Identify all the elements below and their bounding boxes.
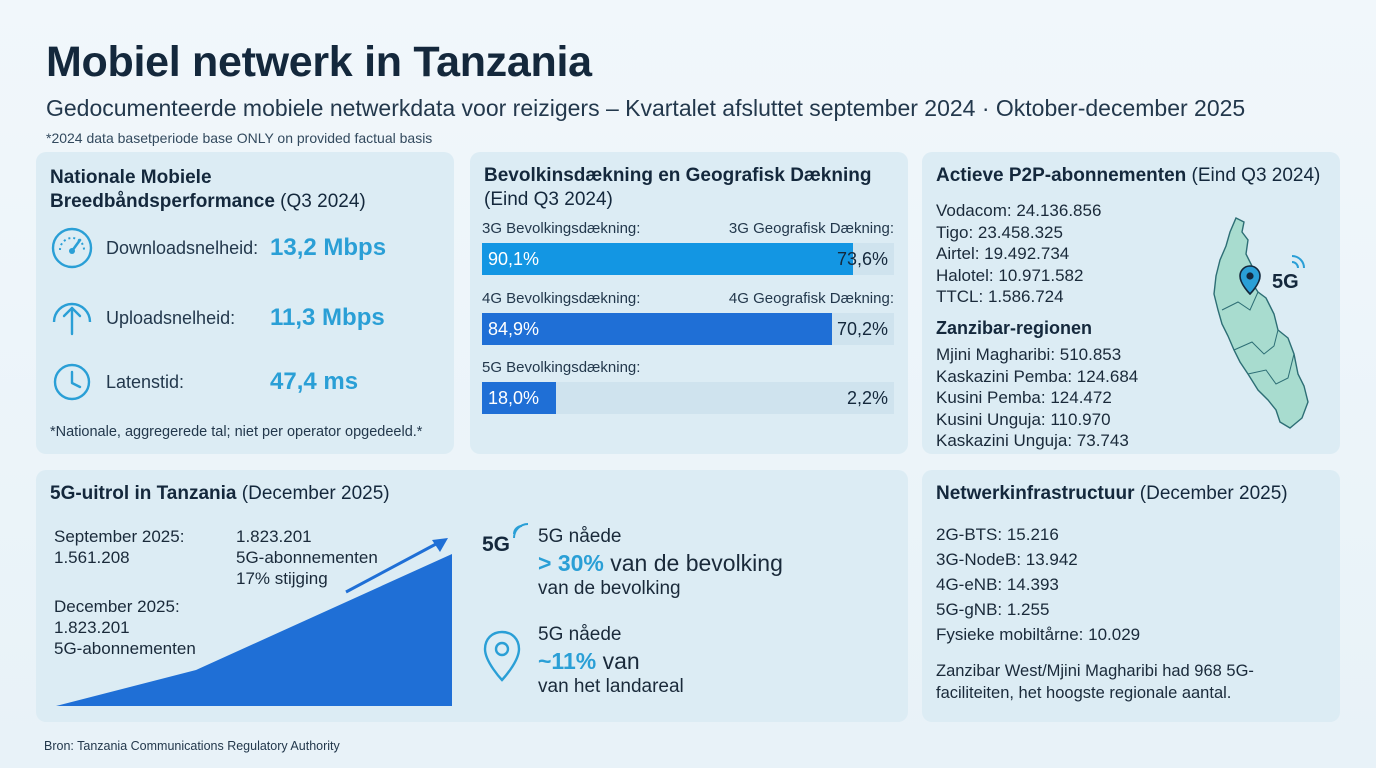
- dec-label: December 2025: 1.823.201 5G-abonnementen: [54, 597, 196, 658]
- rollout-card: 5G-uitrol in Tanzania (December 2025) Se…: [36, 470, 908, 722]
- coverage-5g-fill: 18,0%: [482, 382, 557, 414]
- badge-5g: 5G: [482, 533, 511, 556]
- map-pin-icon: [1239, 265, 1261, 296]
- list-item: Kusini Unguja: 110.970: [936, 409, 1111, 429]
- coverage-3g-fill: 90,1%: [482, 243, 854, 275]
- coverage-5g-bar: 18,0% 2,2%: [482, 382, 894, 414]
- pop-stat: 5G nåede > 30% van de bevolking van de b…: [538, 526, 783, 599]
- page-title: Mobiel netwerk in Tanzania: [46, 38, 592, 86]
- map-island-shape: [1213, 217, 1309, 429]
- coverage-4g-fill: 84,9%: [482, 313, 832, 345]
- map-5g-label: 5G: [1272, 271, 1299, 293]
- latency-row: Latenstid: 47,4 ms: [50, 360, 358, 404]
- coverage-5g-labels: 5G Bevolkingsdækning:: [482, 359, 641, 376]
- infrastructure-list: 2G-BTS: 15.216 3G-NodeB: 13.942 4G-eNB: …: [936, 522, 1140, 647]
- clock-icon: [53, 363, 91, 401]
- coverage-5g-geo: 2,2%: [846, 388, 888, 408]
- source-note: Bron: Tanzania Communications Regulatory…: [44, 739, 340, 753]
- list-item: Mjini Magharibi: 510.853: [936, 345, 1122, 364]
- map-region-line: [1247, 353, 1295, 385]
- latency-label: Latenstid:: [106, 371, 185, 392]
- trend-arrow-head: [432, 538, 448, 552]
- peak-label: 1.823.201 5G-abonnementen 17% stijging: [236, 527, 378, 588]
- list-item: Tigo: 23.458.325: [936, 222, 1063, 242]
- list-item: 5G-gNB: 1.255: [936, 600, 1050, 619]
- wifi-signal-icon: [1291, 255, 1305, 269]
- performance-card: Nationale Mobiele Breedbåndsperformance …: [36, 152, 454, 454]
- list-item: TTCL: 1.586.724: [936, 287, 1064, 306]
- header: Mobiel netwerk in Tanzania Gedocumenteer…: [46, 38, 1346, 146]
- infrastructure-card: Netwerkinfrastructuur (December 2025) 2G…: [922, 470, 1340, 722]
- upload-value: 11,3 Mbps: [270, 304, 385, 331]
- list-item: 4G-eNB: 14.393: [936, 575, 1059, 594]
- rollout-area-chart: [56, 538, 452, 706]
- list-item: Vodacom: 24.136.856: [936, 201, 1102, 220]
- location-pin-icon: [483, 630, 521, 682]
- upload-label: Uploadsnelheid:: [106, 307, 236, 328]
- list-item: 2G-BTS: 15.216: [936, 525, 1059, 544]
- zanzibar-map: 5G: [1213, 217, 1309, 429]
- list-item: Kusini Pemba: 124.472: [936, 388, 1112, 407]
- coverage-4g-geo: 70,2%: [836, 319, 888, 339]
- performance-title: Nationale Mobiele Breedbåndsperformance …: [50, 167, 366, 212]
- zanzibar-title: Zanzibar-regionen: [936, 318, 1093, 338]
- infrastructure-note: Zanzibar West/Mjini Magharibi had 968 5G…: [936, 662, 1254, 702]
- upload-arrow-icon: [52, 302, 92, 336]
- coverage-4g-labels: 4G Bevolkingsdækning: 4G Geografisk Dækni…: [482, 290, 894, 307]
- subscriptions-title: Actieve P2P-abonnementen (Eind Q3 2024): [936, 165, 1321, 186]
- header-note: *2024 data basetperiode base ONLY on pro…: [46, 130, 433, 146]
- infrastructure-title: Netwerkinfrastructuur (December 2025): [936, 483, 1288, 504]
- download-row: Downloadsnelheid: 13,2 Mbps: [50, 226, 386, 270]
- wifi-signal-icon: [513, 523, 529, 539]
- list-item: Kaskazini Unguja: 73.743: [936, 431, 1129, 450]
- sep-label: September 2025: 1.561.208: [54, 527, 185, 567]
- operator-list: Vodacom: 24.136.856 Tigo: 23.458.325 Air…: [936, 200, 1101, 308]
- list-item: Kaskazini Pemba: 124.684: [936, 366, 1139, 386]
- map-region-line: [1233, 329, 1279, 355]
- rollout-area: [56, 554, 452, 706]
- list-item: Fysieke mobiltårne: 10.029: [936, 625, 1141, 644]
- rollout-title: 5G-uitrol in Tanzania (December 2025): [50, 483, 390, 504]
- trend-arrow-line: [345, 542, 437, 594]
- list-item: 3G-NodeB: 13.942: [936, 550, 1078, 569]
- coverage-title: Bevolkinsdækning en Geografisk Dækning (E…: [484, 165, 872, 210]
- upload-row: Uploadsnelheid: 11,3 Mbps: [50, 296, 385, 340]
- download-label: Downloadsnelheid:: [106, 237, 259, 258]
- coverage-4g-bar: 84,9% 70,2%: [482, 313, 894, 345]
- latency-value: 47,4 ms: [270, 368, 359, 395]
- subscriptions-card: Actieve P2P-abonnementen (Eind Q3 2024) …: [922, 152, 1340, 454]
- list-item: Airtel: 19.492.734: [936, 244, 1070, 263]
- coverage-card: Bevolkinsdækning en Geografisk Dækning (E…: [470, 152, 908, 454]
- coverage-3g-labels: 3G Bevolkingsdækning: 3G Geografisk Dækni…: [482, 220, 894, 237]
- speedometer-icon: [51, 227, 93, 269]
- performance-note: *Nationale, aggregerede tal; niet per op…: [50, 424, 423, 440]
- land-stat: 5G nåede ~11% van van het landareal: [538, 624, 684, 697]
- coverage-3g-bar: 90,1% 73,6%: [482, 243, 894, 275]
- page-subtitle: Gedocumenteerde mobiele netwerkdata voor…: [46, 95, 1246, 121]
- list-item: Halotel: 10.971.582: [936, 265, 1084, 285]
- map-region-line: [1221, 291, 1259, 311]
- download-value: 13,2 Mbps: [270, 234, 387, 261]
- zanzibar-list: Mjini Magharibi: 510.853 Kaskazini Pemba…: [936, 344, 1138, 452]
- coverage-3g-geo: 73,6%: [836, 249, 888, 269]
